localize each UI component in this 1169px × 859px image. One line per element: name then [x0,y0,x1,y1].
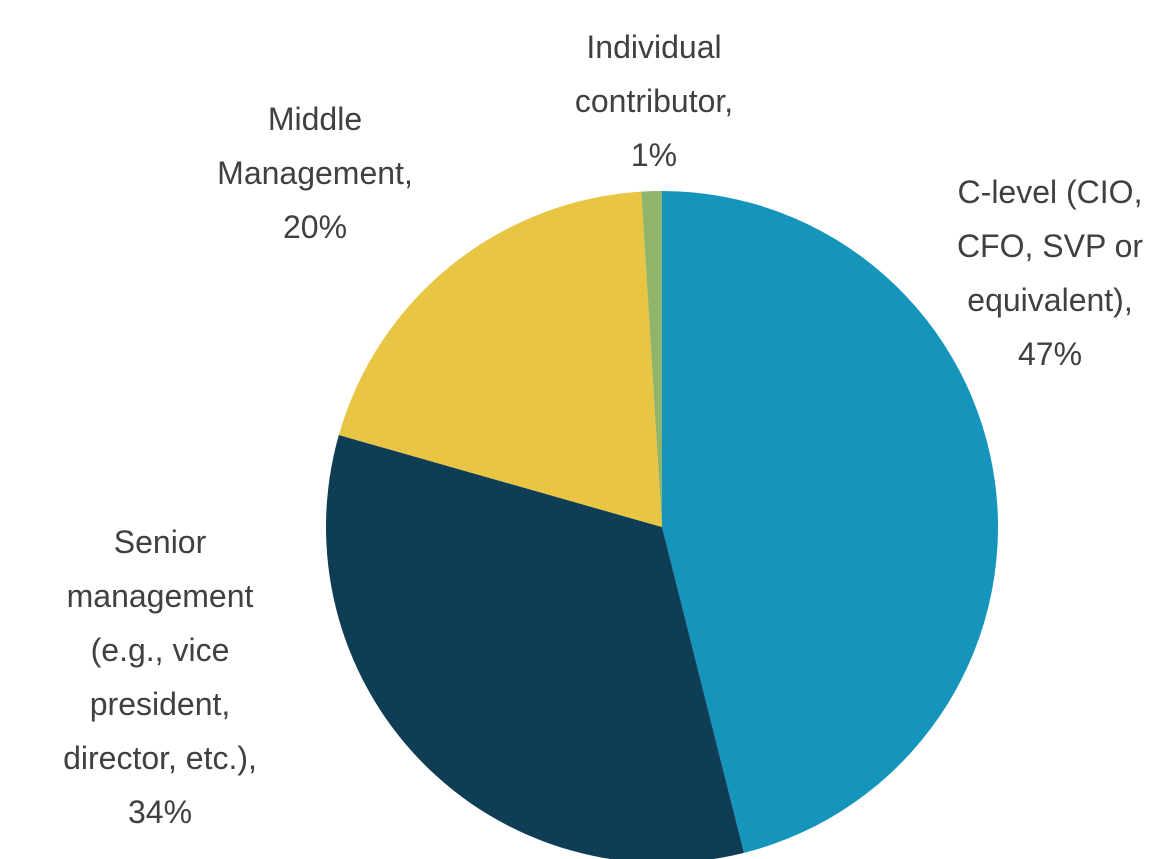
value-label: 47% [1017,336,1083,372]
pie-slice [338,191,662,528]
slice-label: C-level (CIO, CFO, SVP or equivalent), 47… [935,165,1165,381]
value-label: 20% [282,209,348,245]
slice-label: Middle Management, 20% [215,92,415,254]
value-label: 1% [630,137,678,173]
category-label: C-level (CIO, CFO, SVP or equivalent), [956,174,1144,318]
category-label: Individual contributor, [574,29,734,119]
slice-label: Individual contributor, 1% [549,20,759,182]
pie-slice [662,191,999,853]
pie-slice [326,435,744,859]
category-label: Senior management (e.g., vice president,… [63,524,257,776]
value-label: 34% [127,794,193,830]
pie-slice [641,191,662,527]
category-label: Middle Management, [217,101,413,191]
slice-label: Senior management (e.g., vice president,… [35,515,285,839]
